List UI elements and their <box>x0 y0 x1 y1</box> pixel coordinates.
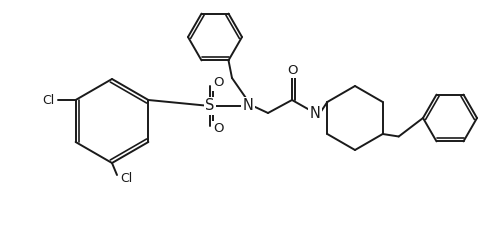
Text: S: S <box>205 99 215 113</box>
Text: Cl: Cl <box>120 172 132 185</box>
Text: O: O <box>213 123 223 136</box>
Text: Cl: Cl <box>42 93 55 106</box>
Text: N: N <box>242 99 254 113</box>
Text: O: O <box>213 76 223 89</box>
Text: N: N <box>309 106 321 120</box>
Text: O: O <box>287 64 297 76</box>
